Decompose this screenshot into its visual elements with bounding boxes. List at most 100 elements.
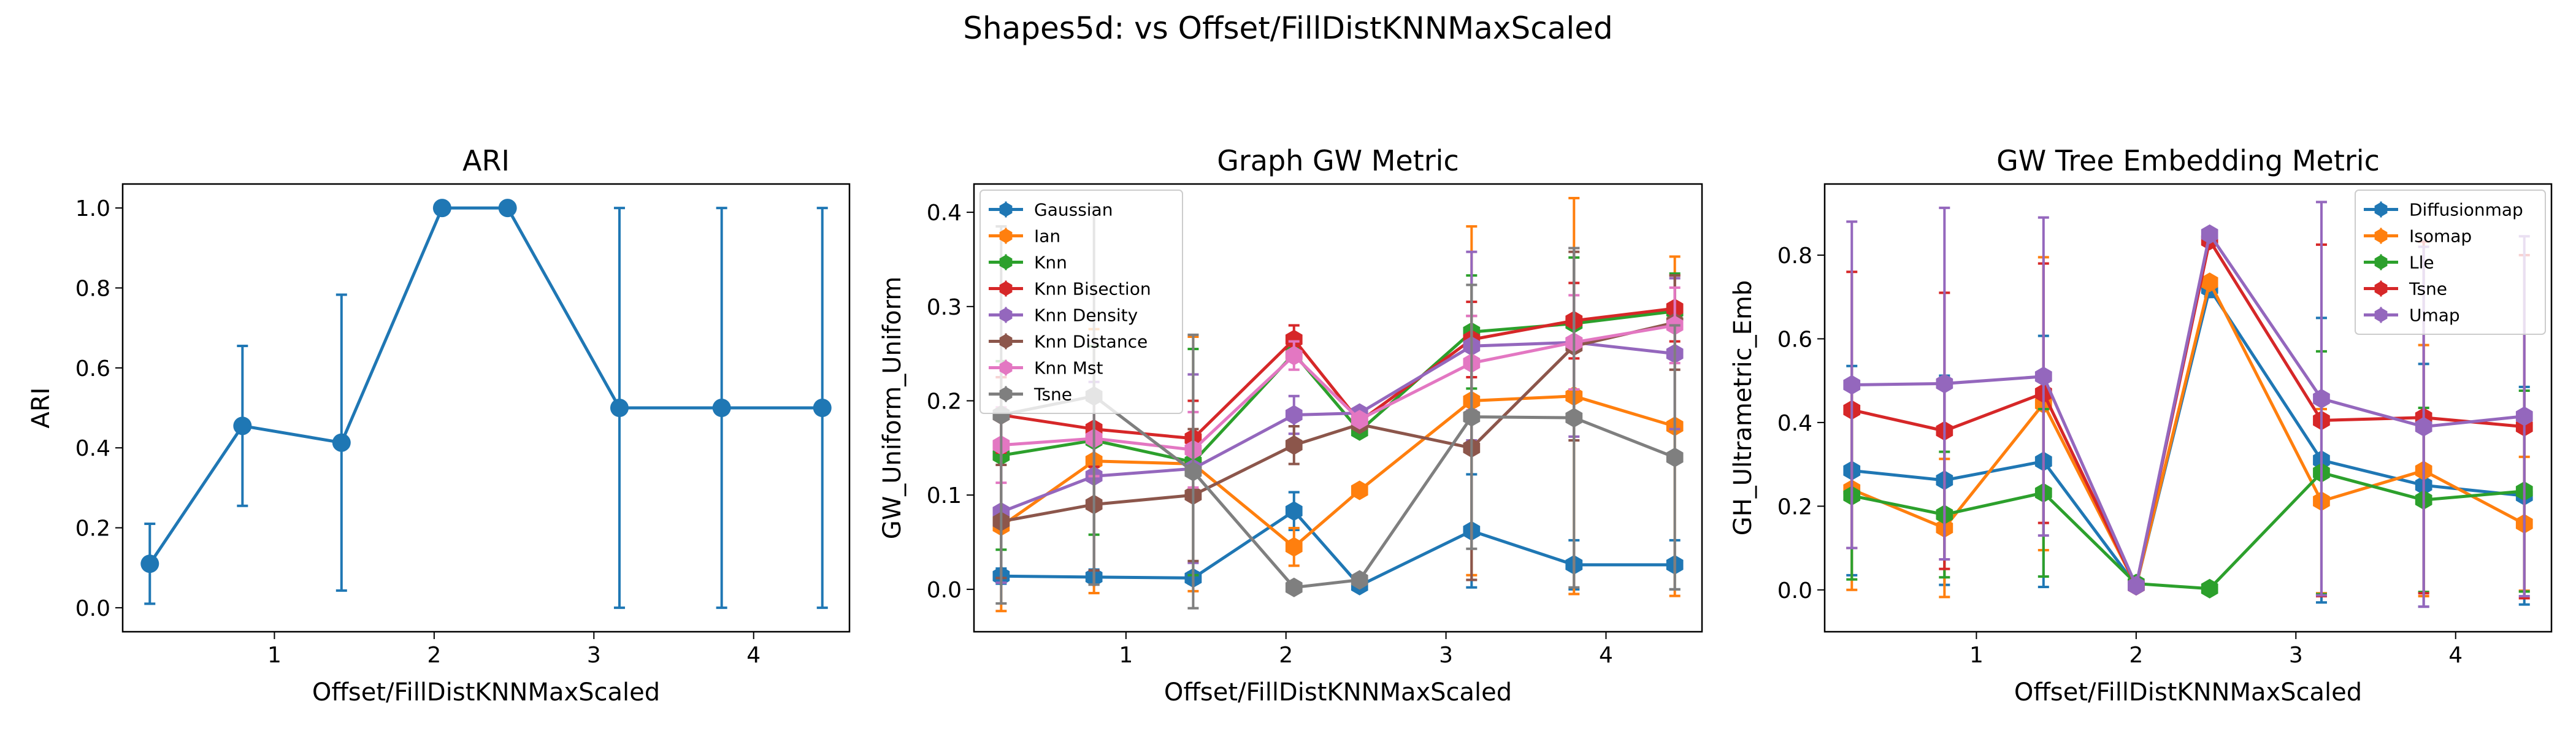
y-tick-label: 0.3	[927, 295, 962, 320]
plot-area	[992, 197, 1684, 613]
data-point	[1463, 407, 1481, 427]
data-point	[1936, 374, 1953, 394]
legend-label: Gaussian	[1034, 200, 1113, 220]
y-tick-label: 0.8	[1777, 243, 1812, 269]
legend-label: Ian	[1034, 226, 1060, 247]
y-axis-label: GW_Uniform_Uniform	[878, 277, 907, 540]
y-tick-label: 0.6	[75, 356, 110, 381]
series-1	[140, 199, 832, 609]
x-axis-label: Offset/FillDistKNNMaxScaled	[1164, 678, 1512, 707]
chart-title: ARI	[462, 144, 510, 177]
legend-label: Knn Distance	[1034, 332, 1148, 352]
chart-panel-1: ARI 1 2 3 4 0.0 0.2 0.4 0.6 0.8 1.0 Offset/FillDist…	[27, 144, 851, 707]
x-tick-label: 3	[1439, 643, 1453, 668]
legend-box	[2355, 190, 2546, 335]
x-tick-label: 2	[1279, 643, 1293, 668]
legend-label: Knn Mst	[1034, 358, 1103, 378]
data-point	[2515, 406, 2533, 426]
plots: ARI 1 2 3 4 0.0 0.2 0.4 0.6 0.8 1.0 Offset/FillDist…	[27, 144, 2553, 707]
data-point	[712, 399, 731, 417]
series-line	[1001, 324, 1676, 451]
data-point	[1285, 577, 1303, 597]
legend-label: Diffusionmap	[2409, 200, 2523, 220]
series-line	[1000, 340, 1675, 514]
y-tick-label: 0.6	[1777, 327, 1812, 352]
x-axis-label: Offset/FillDistKNNMaxScaled	[312, 678, 660, 707]
legend-marker	[2374, 307, 2388, 323]
data-point	[1565, 408, 1583, 428]
data-point	[1666, 447, 1684, 467]
plot-area	[140, 199, 832, 609]
legend-box	[979, 190, 1183, 414]
data-point	[233, 416, 252, 435]
series-line	[1000, 394, 1676, 549]
y-tick-label: 1.0	[75, 196, 110, 221]
data-point	[432, 199, 451, 218]
x-tick-label: 4	[1599, 643, 1613, 668]
series-line	[1000, 321, 1676, 523]
y-tick-label: 0.4	[927, 201, 962, 226]
series-line	[148, 206, 822, 565]
legend-marker	[2374, 228, 2388, 243]
data-point	[498, 199, 517, 218]
legend-marker	[999, 360, 1013, 375]
data-point	[2201, 578, 2218, 599]
data-point	[2201, 224, 2218, 244]
legend: Diffusionmap Isomap Lle Tsne Umap	[2355, 190, 2546, 335]
y-tick-label: 0.0	[927, 578, 962, 603]
x-tick-label: 3	[2289, 643, 2303, 668]
chart-title: Graph GW Metric	[1217, 144, 1459, 177]
data-point	[1351, 410, 1368, 430]
data-point	[1285, 537, 1303, 557]
x-tick-label: 3	[587, 643, 601, 668]
legend-label: Tsne	[1033, 385, 1072, 405]
legend-marker	[2374, 255, 2388, 270]
data-point	[1285, 435, 1303, 455]
data-point	[1285, 501, 1303, 521]
legend-marker	[999, 307, 1013, 323]
legend-marker	[999, 255, 1013, 270]
series-line	[1851, 471, 2524, 591]
legend-marker	[999, 202, 1013, 217]
series-umap	[1843, 201, 2533, 608]
y-axis-label: GH_Ultrametric_Emb	[1729, 280, 1757, 536]
y-tick-label: 0.1	[927, 483, 962, 508]
x-tick-label: 1	[267, 643, 282, 668]
legend-label: Umap	[2409, 305, 2460, 326]
data-point	[1351, 480, 1368, 500]
data-point	[1184, 461, 1202, 481]
data-point	[1285, 405, 1303, 425]
legend-marker	[999, 386, 1013, 402]
y-tick-label: 0.2	[927, 389, 962, 414]
plot-area	[1843, 201, 2533, 608]
series-line	[1001, 509, 1675, 588]
x-tick-label: 4	[2448, 643, 2463, 668]
data-point	[2034, 366, 2052, 386]
y-tick-label: 0.8	[75, 276, 110, 301]
x-tick-label: 1	[1969, 643, 1984, 668]
legend-label: Isomap	[2409, 226, 2472, 247]
legend-marker	[999, 228, 1013, 243]
legend-marker	[2374, 281, 2388, 296]
data-point	[1351, 570, 1368, 590]
x-tick-label: 4	[746, 643, 761, 668]
chart-title: GW Tree Embedding Metric	[1996, 144, 2380, 177]
y-tick-label: 0.4	[1777, 411, 1812, 436]
data-point	[332, 433, 351, 452]
legend-marker	[2374, 202, 2388, 217]
y-tick-label: 0.4	[75, 436, 110, 461]
axes-frame	[121, 183, 851, 633]
x-tick-label: 2	[427, 643, 441, 668]
data-point	[1285, 329, 1303, 350]
legend-marker	[999, 334, 1013, 349]
data-point	[2201, 272, 2218, 293]
legend-marker	[999, 281, 1013, 296]
data-point	[140, 554, 159, 573]
x-axis-label: Offset/FillDistKNNMaxScaled	[2014, 678, 2362, 707]
chart-panel-3: GW Tree Embedding Metric 1 2 3 4 0.0 0.2 0.4 0.6…	[1729, 144, 2553, 707]
axes-frame	[1823, 183, 2553, 633]
axes-frame	[973, 183, 1703, 633]
data-point	[813, 399, 832, 417]
legend-label: Lle	[2409, 253, 2434, 273]
